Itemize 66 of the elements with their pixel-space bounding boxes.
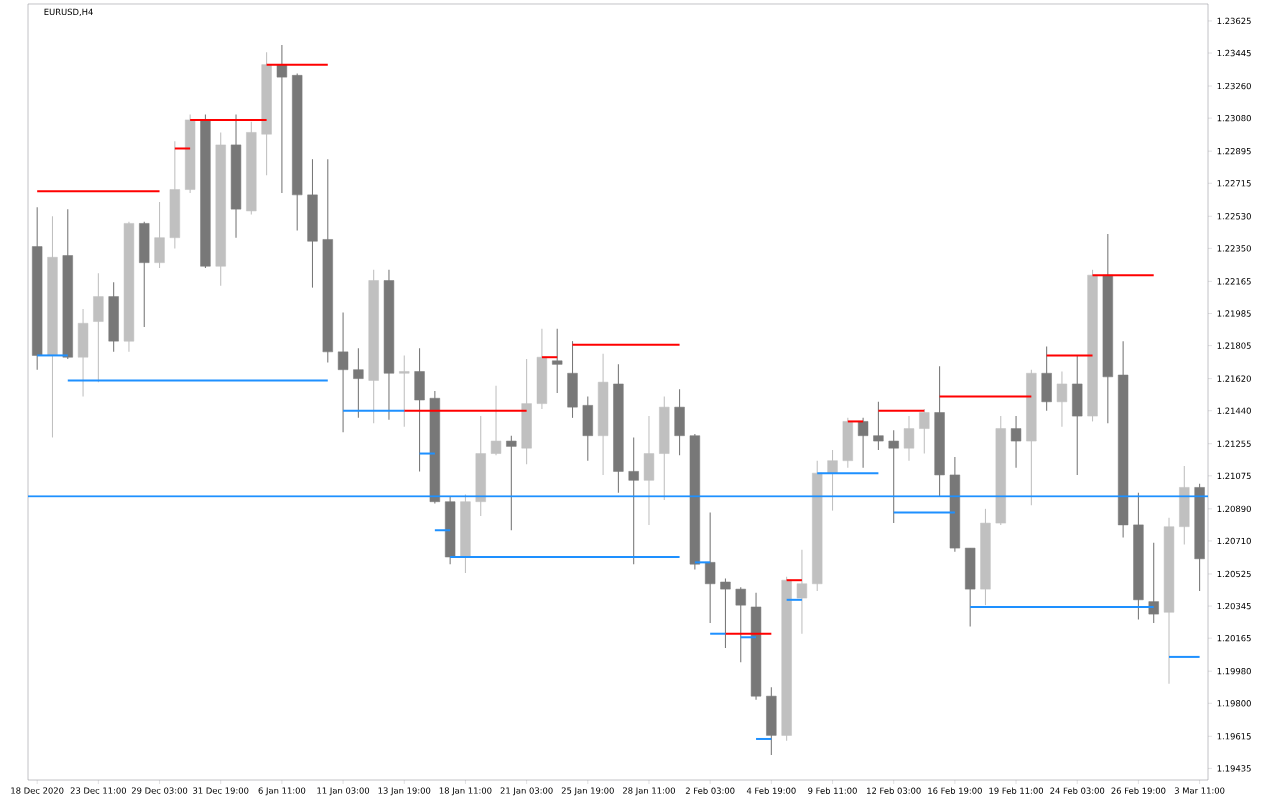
x-tick-label: 31 Dec 19:00 <box>193 787 249 794</box>
x-tick-label: 19 Feb 11:00 <box>989 787 1044 794</box>
candlestick <box>1148 542 1159 624</box>
x-tick-label: 11 Jan 03:00 <box>317 787 370 796</box>
y-tick-label: 1.22895 <box>1217 147 1251 155</box>
x-tick-label: 9 Feb 11:00 <box>808 787 857 794</box>
y-tick-label: 1.23080 <box>1217 114 1251 122</box>
y-tick-label: 1.21985 <box>1217 310 1251 317</box>
y-tick-label: 1.20890 <box>1217 505 1251 513</box>
candlestick <box>490 385 502 456</box>
x-tick-label: 26 Feb 19:00 <box>1111 787 1166 794</box>
x-tick-label: 6 Jan 11:00 <box>258 787 306 796</box>
candlestick <box>827 449 838 512</box>
y-tick-label: 1.22350 <box>1217 245 1251 252</box>
candlestick <box>704 511 716 624</box>
y-tick-label: 1.19435 <box>1217 765 1251 772</box>
candlestick <box>628 436 639 565</box>
x-tick-label: 23 Dec 11:00 <box>70 787 127 794</box>
candlestick <box>903 415 915 462</box>
x-tick-label: 28 Jan 11:00 <box>622 787 675 796</box>
candlestick <box>276 44 288 194</box>
candlestick <box>796 549 808 635</box>
y-tick-label: 1.20710 <box>1217 537 1251 545</box>
y-tick-label: 1.22165 <box>1217 278 1251 285</box>
x-tick-label: 3 Mar 11:00 <box>1174 787 1225 794</box>
y-tick-label: 1.23445 <box>1217 49 1251 57</box>
y-tick-label: 1.20525 <box>1217 570 1251 578</box>
y-tick-label: 1.23625 <box>1217 17 1251 25</box>
x-tick-label: 18 Dec 2020 <box>11 787 64 794</box>
candlestick <box>506 435 517 531</box>
x-tick-label: 29 Dec 03:00 <box>131 787 188 794</box>
x-tick-label: 24 Feb 03:00 <box>1050 787 1105 794</box>
y-tick-label: 1.23260 <box>1217 82 1251 90</box>
x-tick-label: 2 Feb 03:00 <box>685 787 735 794</box>
y-tick-label: 1.22530 <box>1217 213 1251 220</box>
candlestick <box>857 417 869 469</box>
y-tick-label: 1.21255 <box>1217 440 1251 447</box>
candlestick <box>552 328 563 394</box>
x-tick-label: 12 Feb 03:00 <box>867 787 921 794</box>
candlestick <box>888 429 899 524</box>
candlestick <box>735 586 746 663</box>
y-tick-label: 1.20345 <box>1217 602 1251 610</box>
y-tick-label: 1.21440 <box>1217 407 1251 414</box>
candlestick <box>873 401 884 451</box>
y-tick-label: 1.19800 <box>1217 700 1251 707</box>
y-tick-label: 1.21805 <box>1217 342 1251 349</box>
y-tick-label: 1.22715 <box>1217 180 1251 187</box>
y-tick-label: 1.20165 <box>1217 635 1251 642</box>
x-tick-label: 18 Jan 11:00 <box>439 787 492 796</box>
candlestick <box>399 354 410 428</box>
candlestick <box>337 312 349 433</box>
y-tick-label: 1.19615 <box>1217 733 1251 740</box>
candlestick <box>353 347 364 419</box>
x-tick-label: 13 Jan 19:00 <box>378 787 431 796</box>
x-tick-label: 21 Jan 03:00 <box>500 787 553 796</box>
candlestick <box>1056 370 1068 428</box>
chart-title: EURUSD,H4 <box>44 8 93 16</box>
x-tick-label: 16 Feb 19:00 <box>928 787 982 794</box>
candlestick <box>1010 415 1022 469</box>
candlestick <box>720 577 731 649</box>
y-tick-label: 1.21620 <box>1217 375 1251 382</box>
candlestick <box>919 408 930 455</box>
y-tick-label: 1.19980 <box>1217 668 1251 675</box>
x-tick-label: 25 Jan 19:00 <box>561 787 614 796</box>
x-tick-label: 4 Feb 19:00 <box>746 787 796 794</box>
y-tick-label: 1.21075 <box>1217 472 1251 480</box>
